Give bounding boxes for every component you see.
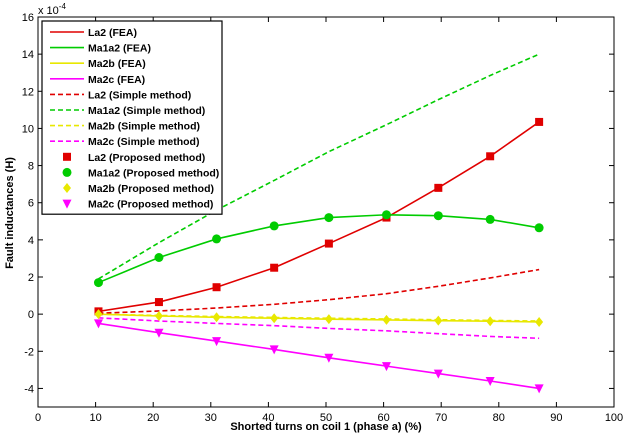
- series-11-point-8: [486, 316, 495, 327]
- series-10-point-4: [269, 221, 279, 231]
- y-exponent-label: x 10-4: [38, 2, 66, 17]
- y-tick-label-1: -2: [24, 346, 34, 358]
- legend-item-6-label: Ma1a2 (Simple method): [88, 105, 205, 117]
- x-tick-label-5: 50: [320, 412, 332, 424]
- series-10-point-2: [154, 253, 164, 262]
- series-10-point-9: [534, 223, 544, 233]
- series-12-point-2: [154, 328, 164, 338]
- series-9-point-8: [486, 152, 495, 161]
- legend-item-8-label: Ma2c (Simple method): [88, 136, 199, 148]
- y-tick-label-7: 10: [22, 123, 34, 135]
- y-tick-label-8: 12: [22, 86, 34, 98]
- series-9-point-9: [535, 117, 544, 126]
- series-12-point-8: [485, 377, 495, 386]
- legend-item-10-marker: [62, 167, 72, 177]
- y-exponent-base: x 10: [38, 5, 59, 17]
- legend-item-7-label: Ma2b (Simple method): [88, 121, 200, 133]
- legend-item-9-marker: [63, 152, 71, 161]
- legend-item-1-label: La2 (FEA): [88, 27, 137, 39]
- series-10-point-7: [433, 211, 443, 221]
- legend-item-10-label: Ma1a2 (Proposed method): [88, 167, 219, 179]
- y-tick-label-10: 16: [22, 12, 34, 24]
- series-11-point-6: [382, 314, 391, 325]
- axes-group: 0 10 20 30 40 50 60 70 80 90 100 -4 -2 0 2 4 6 8 10 12 14 16: [22, 12, 623, 424]
- y-tick-label-5: 6: [28, 198, 34, 210]
- series-11-point-9: [535, 316, 544, 327]
- series-11-point-1: [94, 309, 103, 320]
- legend-item-4-label: Ma2c (FEA): [88, 74, 145, 86]
- series-12-point-6: [381, 362, 391, 372]
- series-12-point-5: [324, 353, 334, 363]
- legend-item-3-label: Ma2b (FEA): [88, 58, 146, 70]
- y-tick-label-4: 4: [28, 235, 34, 247]
- y-tick-label-6: 8: [28, 161, 34, 173]
- series-9-point-3: [212, 283, 221, 292]
- series-12-point-3: [212, 337, 222, 347]
- x-tick-label-8: 80: [493, 412, 505, 424]
- legend-item-9-label: La2 (Proposed method): [88, 152, 205, 164]
- legend: La2 (FEA) Ma1a2 (FEA) Ma2b (FEA) Ma2c (FEA)…: [41, 20, 223, 215]
- x-tick-label-7: 70: [435, 412, 447, 424]
- x-tick-label-10: 100: [605, 412, 623, 424]
- x-tick-label-9: 90: [550, 412, 562, 424]
- legend-item-5-label: La2 (Simple method): [88, 89, 191, 101]
- series-12-point-7: [433, 369, 443, 379]
- series-11-point-3: [212, 312, 221, 323]
- series-11-point-5: [324, 314, 333, 325]
- series-10-point-3: [212, 234, 222, 244]
- x-axis-label: Shorted turns on coil 1 (phase a) (%): [230, 421, 422, 433]
- x-tick-label-3: 30: [205, 412, 217, 424]
- legend-item-12-label: Ma2c (Proposed method): [88, 199, 213, 211]
- x-tick-label-6: 60: [377, 412, 389, 424]
- y-axis-label: Fault inductances (H): [4, 157, 16, 269]
- series-group: [93, 53, 544, 394]
- series-12-point-9: [534, 384, 544, 394]
- legend-item-12-marker: [62, 199, 72, 209]
- series-12-point-1: [93, 319, 103, 329]
- legend-item-11-marker: [63, 183, 71, 193]
- y-tick-label-3: 2: [28, 272, 34, 284]
- x-tick-label-0: 0: [35, 412, 41, 424]
- series-10-point-1: [93, 278, 103, 288]
- series-9-point-7: [434, 183, 443, 192]
- series-10-point-6: [381, 210, 391, 220]
- series-11-point-7: [434, 315, 443, 326]
- series-9-point-5: [324, 239, 333, 248]
- x-tick-label-1: 10: [89, 412, 101, 424]
- y-exponent-power: -4: [59, 2, 67, 11]
- series-9-point-2: [154, 298, 163, 307]
- series-11-point-2: [154, 311, 163, 321]
- series-4-line: [98, 322, 540, 390]
- series-7-line: [98, 313, 540, 322]
- series-10-point-8: [485, 214, 495, 224]
- legend-item-2-label: Ma1a2 (FEA): [88, 43, 151, 55]
- y-tick-label-0: -4: [24, 383, 34, 395]
- series-9-point-4: [270, 263, 279, 272]
- series-10-point-5: [324, 213, 334, 223]
- series-11-point-4: [270, 313, 279, 324]
- x-tick-label-4: 40: [262, 412, 274, 424]
- legend-item-11-label: Ma2b (Proposed method): [88, 183, 214, 195]
- series-6-line: [98, 53, 540, 280]
- legend-box: [41, 20, 223, 215]
- y-tick-label-2: 0: [28, 309, 34, 321]
- x-tick-label-2: 20: [147, 412, 159, 424]
- series-12-point-4: [269, 345, 279, 355]
- y-tick-label-9: 14: [22, 49, 34, 61]
- series-5-line: [98, 268, 540, 315]
